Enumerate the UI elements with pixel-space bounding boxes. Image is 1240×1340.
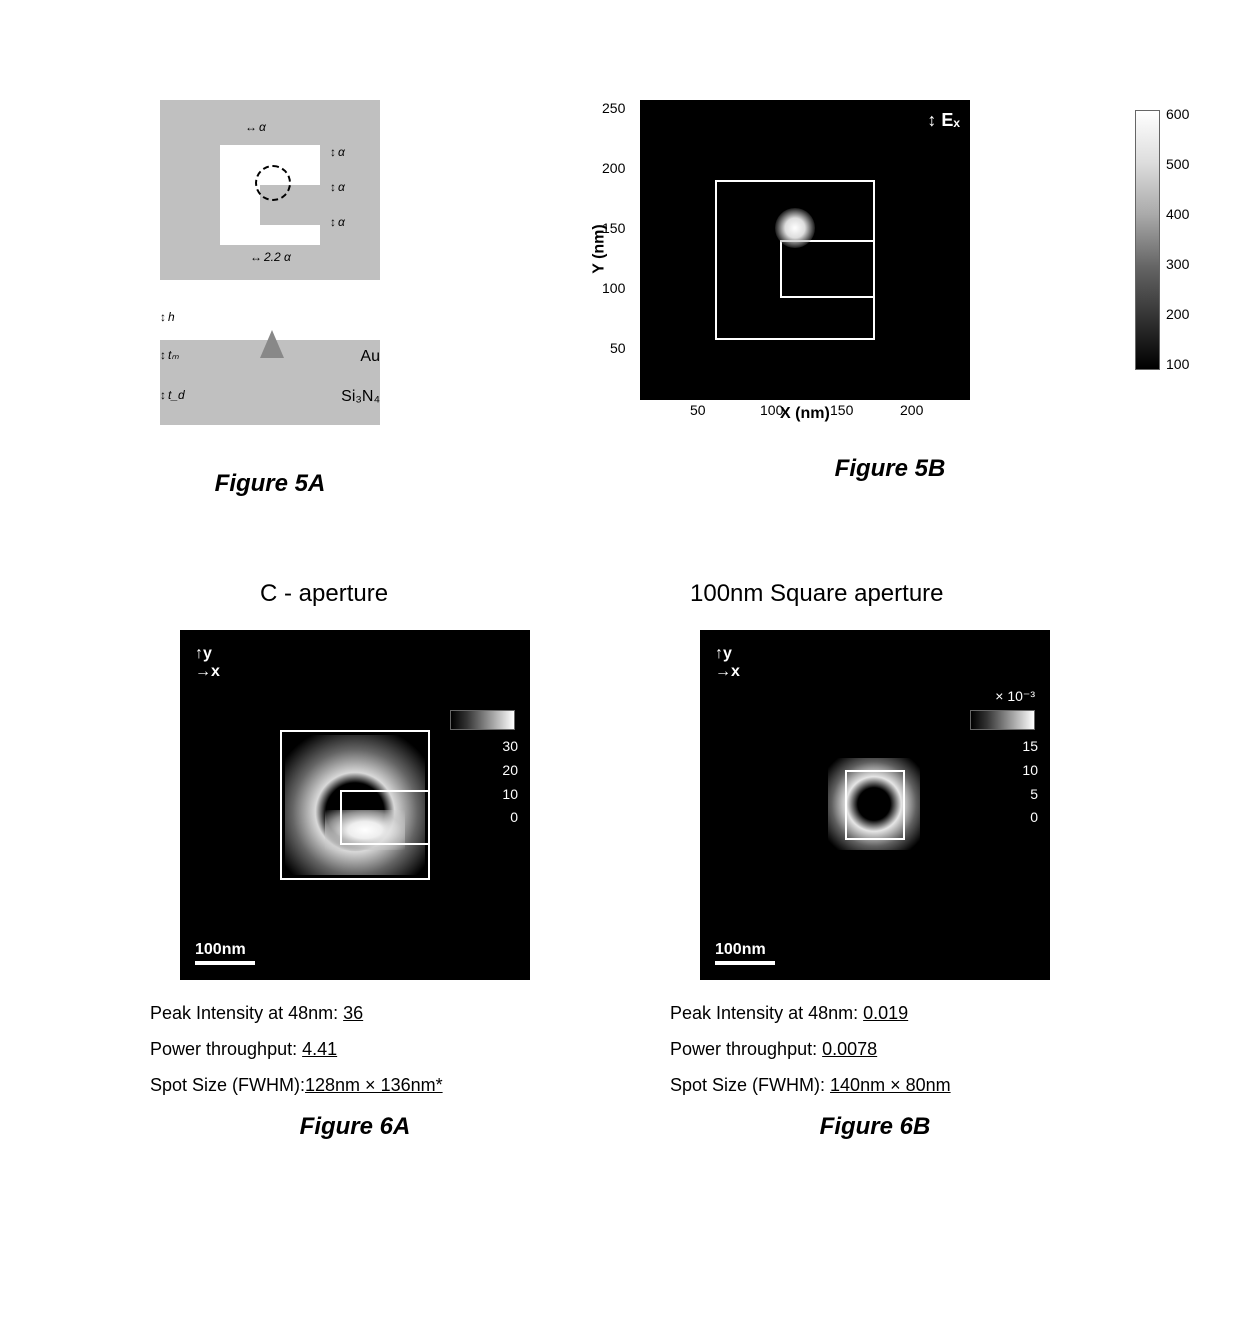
dim-tm: tₘ [160,348,179,362]
colorbar-6b-ticks: 15 10 5 0 [1022,735,1038,830]
axes-indicator-icon: ↑y→x [715,645,740,681]
label-au: Au [360,348,380,366]
ex-label: ↕ Eₓ [927,110,960,131]
sim-image-6b: ↑y→x 100nm × 10⁻³ 15 10 5 0 [700,630,1050,980]
dim-h: h [160,310,175,324]
dim-alpha-r1: α [330,145,345,159]
c-outline-ridge [780,240,875,298]
xtick: 100 [760,402,783,418]
figure-5b: ↕ Eₓ Y (nm) X (nm) 250 200 150 100 50 50… [550,80,1170,483]
dim-td: t_d [160,388,185,402]
scale-bar-icon [195,961,255,965]
column-title-c-aperture: C - aperture [260,580,388,608]
dim-alpha-top: α [245,120,266,134]
column-title-square-aperture: 100nm Square aperture [690,580,944,608]
xtick: 50 [690,402,706,418]
metrics-6a: Peak Intensity at 48nm: 36 Power through… [140,995,570,1103]
dim-alpha-r3: α [330,215,345,229]
colorbar-5b: 600 500 400 300 200 100 [1135,110,1160,370]
ytick: 200 [602,160,625,176]
scale-bar-icon [715,961,775,965]
axes-indicator-icon: ↑y→x [195,645,220,681]
figure-5a-caption: Figure 5A [70,470,470,498]
colorbar-6b [970,710,1035,730]
ytick: 250 [602,100,625,116]
plot-area-5b: ↕ Eₓ [640,100,970,400]
ytick: 100 [602,280,625,296]
schematic-top-view: α α α α 2.2 α [160,100,380,280]
sim-image-6a: ↑y→x 100nm 30 20 10 0 [180,630,530,980]
outline-c-ridge [340,790,430,845]
metrics-6b: Peak Intensity at 48nm: 0.019 Power thro… [660,995,1090,1103]
label-sin: Si₃N₄ [341,388,380,406]
hotspot-circle-icon [255,165,291,201]
figure-6b-caption: Figure 6B [660,1113,1090,1141]
ytick: 150 [602,220,625,236]
peak-shape-icon [260,330,284,358]
schematic-side-view: h tₘ t_d Au Si₃N₄ [160,300,380,460]
figure-6a-caption: Figure 6A [140,1113,570,1141]
outline-square [845,770,905,840]
ytick: 50 [610,340,626,356]
dim-width: 2.2 α [250,250,291,264]
c-aperture-shape [220,145,320,245]
scale-bar: 100nm [195,941,255,965]
colorbar-6a [450,710,515,730]
xtick: 200 [900,402,923,418]
figure-5b-caption: Figure 5B [610,455,1170,483]
colorbar-6b-exponent: × 10⁻³ [995,688,1035,705]
dim-alpha-r2: α [330,180,345,194]
xtick: 150 [830,402,853,418]
intensity-hotspot [775,208,815,248]
figure-6a: ↑y→x 100nm 30 20 10 0 Peak Intensity at … [140,630,570,1141]
figure-5a: α α α α 2.2 α h tₘ t_d Au Si₃N₄ Figure 5… [70,100,470,498]
x-axis-label: X (nm) [780,405,830,423]
scale-bar: 100nm [715,941,775,965]
colorbar-6a-ticks: 30 20 10 0 [502,735,518,830]
figure-6b: ↑y→x 100nm × 10⁻³ 15 10 5 0 Peak Intensi… [660,630,1090,1141]
chart-5b: ↕ Eₓ Y (nm) X (nm) 250 200 150 100 50 50… [550,80,1010,440]
